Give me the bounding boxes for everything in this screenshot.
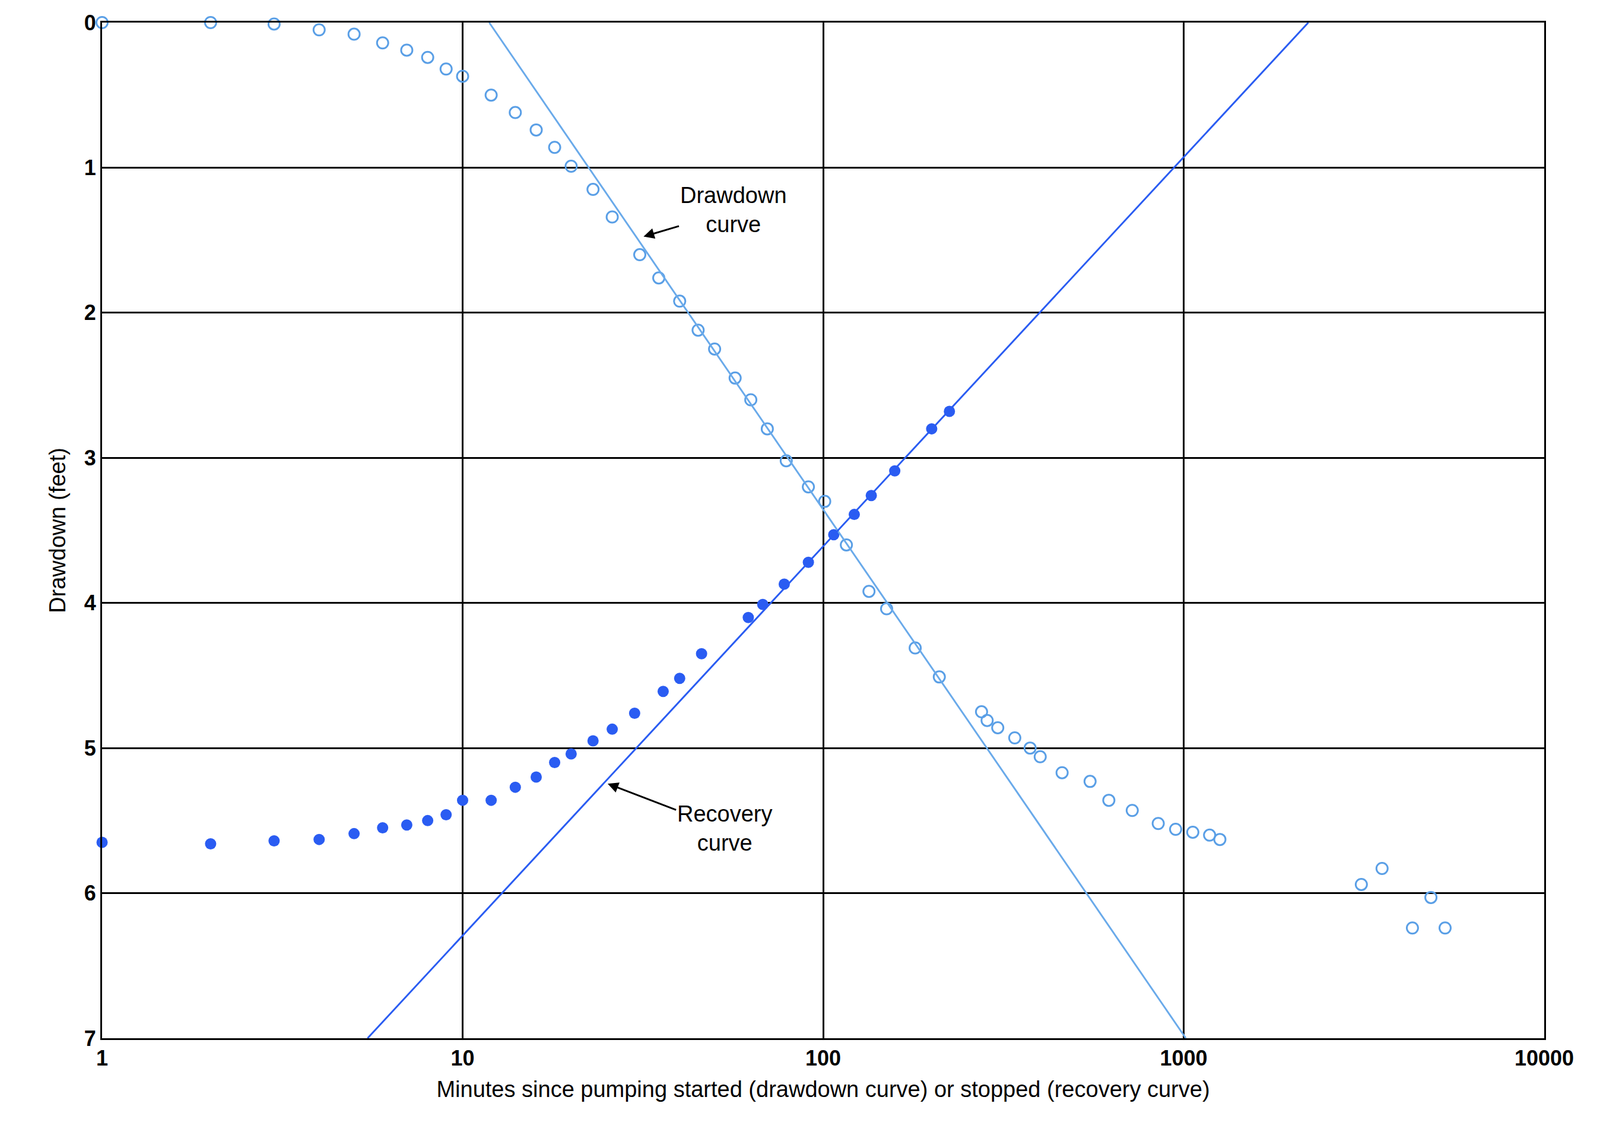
svg-text:4: 4 xyxy=(84,590,97,615)
svg-text:Drawdowncurve: Drawdowncurve xyxy=(680,182,787,237)
svg-text:7: 7 xyxy=(84,1026,97,1051)
svg-text:0: 0 xyxy=(84,10,97,36)
svg-text:3: 3 xyxy=(84,445,97,471)
svg-text:10000: 10000 xyxy=(1514,1045,1574,1071)
svg-text:Minutes since pumping started: Minutes since pumping started (drawdown … xyxy=(436,1076,1210,1102)
svg-text:6: 6 xyxy=(84,880,97,906)
svg-text:1: 1 xyxy=(84,155,97,180)
svg-text:5: 5 xyxy=(84,735,97,761)
svg-text:1000: 1000 xyxy=(1159,1045,1208,1071)
svg-text:2: 2 xyxy=(84,300,97,325)
svg-text:10: 10 xyxy=(450,1045,475,1071)
svg-text:Recoverycurve: Recoverycurve xyxy=(677,801,773,856)
svg-text:100: 100 xyxy=(805,1045,841,1071)
svg-text:1: 1 xyxy=(96,1045,109,1071)
svg-text:Drawdown (feet): Drawdown (feet) xyxy=(45,447,71,614)
